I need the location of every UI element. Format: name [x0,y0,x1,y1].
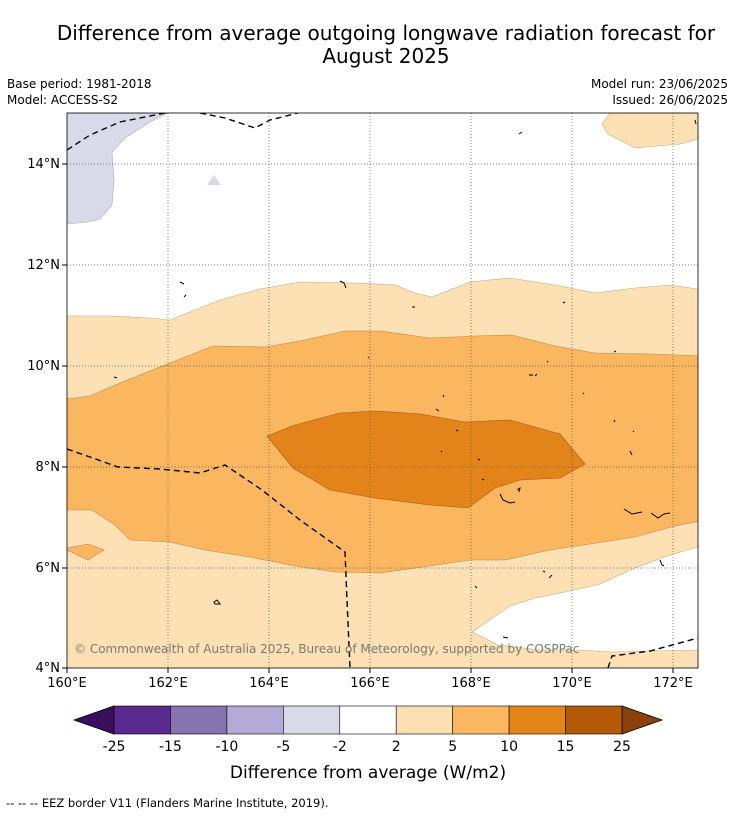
colorbar-extend-low [72,705,115,735]
colorbar-label: 15 [557,739,575,755]
lat-label: 4°N [36,661,61,676]
colorbar-label: 10 [500,739,518,755]
lon-label: 168°E [451,676,491,691]
contour-dark-orange-core [266,410,586,509]
contour-negative-top-left [67,113,169,225]
tick-marks [62,163,674,673]
model-name: Model: ACCESS-S2 [7,93,119,107]
plot-frame [66,112,699,669]
lon-label: 164°E [249,676,289,691]
meta-right: Model run: 23/06/2025 Issued: 26/06/2025 [591,76,728,108]
eez-legend-note: -- -- -- EEZ border V11 (Flanders Marine… [6,796,329,810]
contour-neutral-south [471,546,698,653]
colorbar-swatch [395,705,453,735]
colorbar-label: -5 [276,739,290,755]
contour-neutral-north [67,113,698,321]
map-title: Difference from average outgoing longwav… [56,21,716,68]
colorbar-label: -15 [159,739,182,755]
lon-label: 166°E [350,676,390,691]
lat-label: 12°N [27,258,60,273]
lat-label: 10°N [27,359,60,374]
colorbar-title: Difference from average (W/m2) [230,763,506,783]
island-outlines [113,119,697,639]
colorbar-swatch [283,705,341,735]
lat-labels: 14°N 12°N 10°N 8°N 6°N 4°N [27,157,60,676]
colorbar-swatch [170,705,228,735]
contour-orange-small [67,543,105,561]
colorbar-label: -25 [103,739,126,755]
lat-label: 6°N [36,561,61,576]
colorbar-swatch [113,705,171,735]
colorbar-label: 5 [448,739,457,755]
eez-border [67,113,698,668]
lon-label: 160°E [47,676,87,691]
colorbar-swatch [226,705,284,735]
lat-label: 14°N [27,157,60,172]
lon-label: 170°E [552,676,592,691]
lon-label: 172°E [653,676,693,691]
colorbar-label: 25 [613,739,631,755]
lon-labels: 160°E 162°E 164°E 166°E 168°E 170°E 172°… [47,676,693,691]
map-plot-area [67,113,698,668]
lon-label: 162°E [148,676,188,691]
colorbar-label: -10 [215,739,238,755]
contour-light-top-right [601,113,698,149]
contour-negative-dot [207,175,221,185]
graticule [67,113,698,668]
colorbar-label: 2 [392,739,401,755]
colorbar-extend-high [621,705,664,735]
colorbar-swatch [508,705,566,735]
meta-left: Base period: 1981-2018 Model: ACCESS-S2 [7,76,152,108]
colorbar-swatch [452,705,510,735]
colorbar: -25 -15 -10 -5 -2 2 5 10 15 25 [72,705,664,755]
colorbar-label: -2 [333,739,347,755]
issued-date: Issued: 26/06/2025 [612,93,728,107]
base-period: Base period: 1981-2018 [7,77,152,91]
model-run: Model run: 23/06/2025 [590,77,728,91]
copyright-notice: © Commonwealth of Australia 2025, Bureau… [74,642,579,656]
colorbar-swatch [339,705,397,735]
colorbar-swatch [565,705,623,735]
lat-label: 8°N [36,460,61,475]
